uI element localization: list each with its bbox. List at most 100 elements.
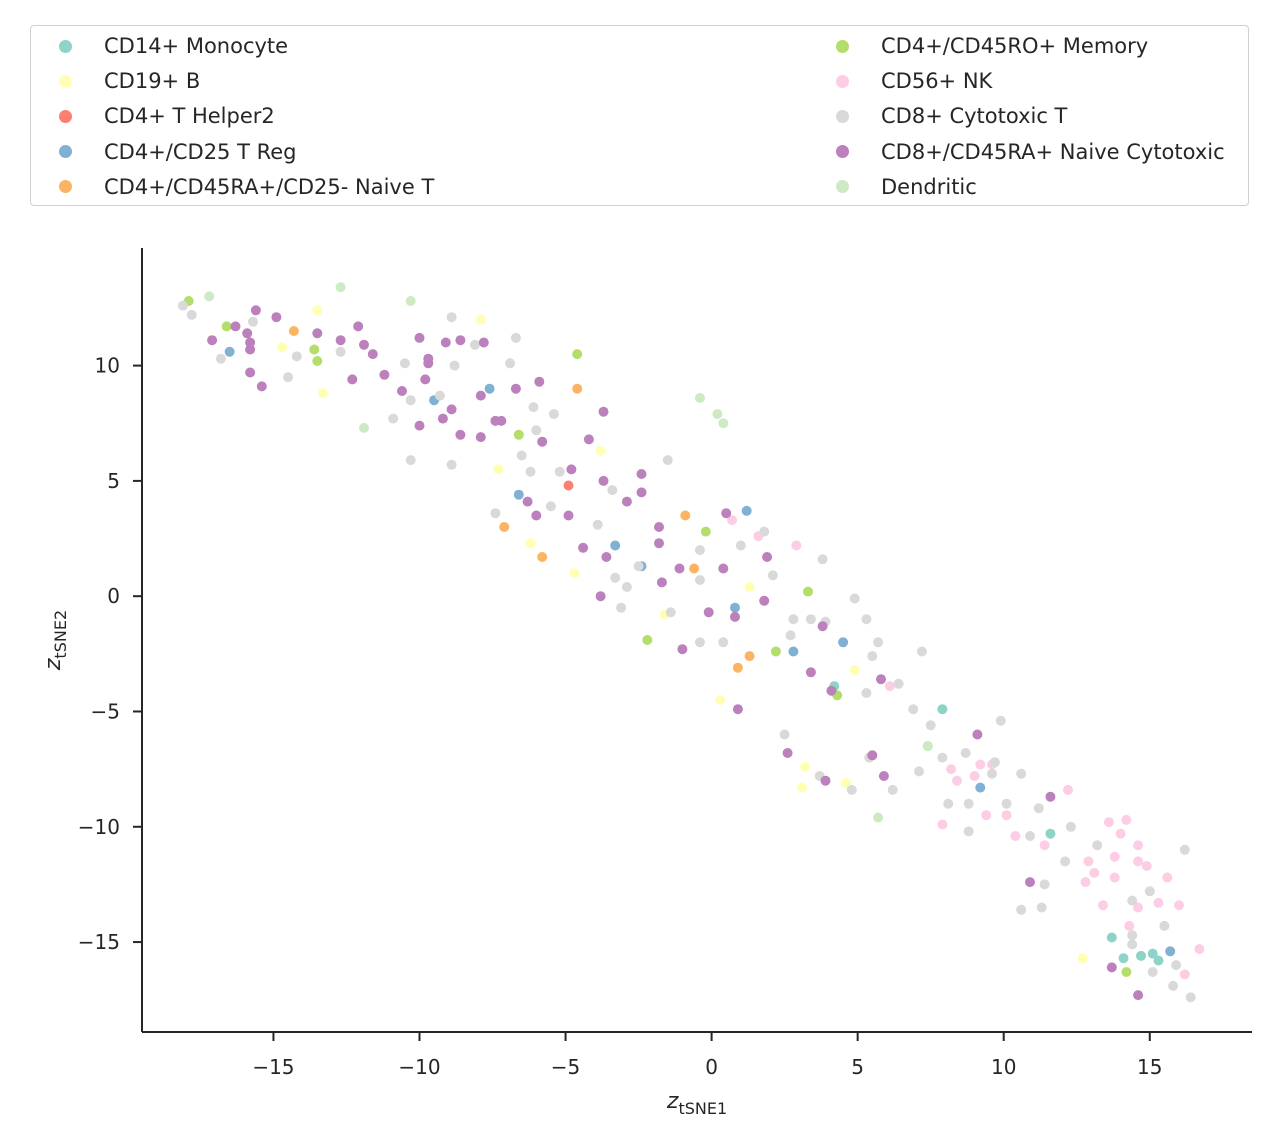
point-1-6 — [569, 568, 580, 579]
point-8-11 — [347, 374, 358, 385]
point-7-85 — [1168, 980, 1179, 991]
point-7-10 — [405, 455, 416, 466]
point-7-41 — [779, 729, 790, 740]
y-axis-label: ztSNE2 — [41, 610, 70, 671]
y-tick-label: 0 — [107, 584, 120, 608]
point-3-10 — [975, 782, 986, 793]
point-8-36 — [537, 436, 548, 447]
point-8-48 — [654, 522, 664, 532]
point-7-44 — [805, 614, 816, 625]
point-7-15 — [470, 339, 480, 350]
legend-marker — [836, 74, 849, 88]
point-8-35 — [534, 376, 545, 387]
point-6-12 — [1010, 831, 1021, 841]
legend-item: CD4+ T Helper2 — [59, 104, 275, 128]
point-8-13 — [359, 339, 369, 350]
point-8-43 — [598, 475, 609, 486]
point-7-14 — [446, 459, 457, 470]
point-1-12 — [800, 761, 811, 772]
point-6-14 — [1063, 784, 1073, 795]
point-7-57 — [908, 704, 919, 715]
point-8-50 — [656, 577, 667, 588]
point-6-31 — [1174, 900, 1184, 911]
legend-marker — [59, 145, 72, 159]
point-7-50 — [861, 614, 872, 625]
point-8-23 — [440, 337, 451, 348]
point-7-75 — [1039, 879, 1050, 890]
point-7-5 — [283, 372, 294, 383]
point-4-3 — [537, 552, 548, 562]
point-7-87 — [1179, 844, 1190, 855]
point-8-16 — [397, 386, 407, 396]
point-7-19 — [516, 450, 527, 461]
legend-label: CD4+ T Helper2 — [104, 104, 275, 129]
point-8-53 — [703, 607, 714, 618]
point-8-27 — [475, 432, 486, 443]
point-4-0 — [288, 326, 299, 336]
point-1-3 — [475, 314, 486, 325]
point-8-38 — [566, 464, 577, 475]
point-3-4 — [610, 540, 621, 551]
point-8-19 — [420, 374, 431, 385]
point-7-35 — [694, 575, 705, 585]
point-7-71 — [1016, 768, 1027, 779]
legend-item: CD56+ NK — [836, 69, 992, 93]
point-0-3 — [1106, 932, 1117, 943]
point-7-70 — [1016, 904, 1027, 915]
point-7-68 — [995, 715, 1006, 726]
x-tick-label: −5 — [551, 1055, 580, 1079]
point-8-12 — [353, 321, 364, 332]
point-7-18 — [510, 332, 521, 343]
point-8-58 — [762, 552, 773, 562]
point-6-18 — [1098, 900, 1108, 911]
point-9-4 — [694, 392, 705, 403]
point-9-3 — [359, 422, 369, 433]
y-tick-label: −10 — [78, 815, 120, 839]
point-6-32 — [1179, 969, 1190, 980]
legend-label: CD8+ Cytotoxic T — [881, 104, 1068, 129]
point-6-28 — [1141, 861, 1152, 871]
x-tick-label: 0 — [705, 1055, 718, 1079]
point-6-3 — [884, 681, 895, 692]
point-7-25 — [554, 466, 565, 477]
point-8-68 — [972, 729, 983, 740]
point-6-29 — [1153, 897, 1164, 908]
point-0-7 — [1153, 955, 1164, 966]
point-7-84 — [1159, 920, 1170, 931]
point-7-17 — [505, 358, 516, 369]
point-7-12 — [446, 312, 457, 323]
point-8-51 — [674, 563, 685, 574]
point-7-26 — [592, 519, 603, 530]
point-8-29 — [478, 337, 489, 348]
point-3-0 — [224, 346, 235, 357]
legend-marker — [59, 74, 72, 88]
point-6-23 — [1121, 814, 1132, 825]
point-7-0 — [177, 300, 188, 311]
point-1-13 — [841, 778, 851, 788]
point-7-78 — [1092, 840, 1103, 851]
x-tick-label: 15 — [1137, 1055, 1162, 1079]
axes-layer: −15 −10 −5 0 5 10 15 −15 −10 −5 0 5 10 — [78, 248, 1252, 1079]
point-6-2 — [791, 540, 802, 551]
point-6-16 — [1080, 877, 1091, 888]
point-6-4 — [937, 819, 948, 830]
point-8-1 — [230, 321, 241, 332]
point-5-5 — [572, 349, 583, 360]
point-7-79 — [1127, 895, 1138, 906]
point-6-21 — [1109, 872, 1120, 883]
point-3-7 — [741, 505, 752, 516]
point-7-8 — [399, 358, 410, 369]
point-8-37 — [563, 510, 574, 521]
point-5-6 — [642, 635, 653, 645]
point-7-77 — [1065, 821, 1076, 832]
point-7-40 — [767, 570, 778, 581]
legend-label: CD8+/CD45RA+ Naive Cytotoxic — [881, 139, 1225, 164]
point-8-60 — [782, 748, 793, 758]
x-axis-label: ztSNE1 — [666, 1089, 727, 1118]
point-1-14 — [849, 665, 860, 675]
point-7-6 — [335, 346, 346, 357]
legend-label: CD4+/CD25 T Reg — [104, 139, 297, 164]
legend-label: Dendritic — [881, 174, 977, 199]
point-7-9 — [405, 395, 416, 406]
point-7-76 — [1060, 856, 1071, 867]
